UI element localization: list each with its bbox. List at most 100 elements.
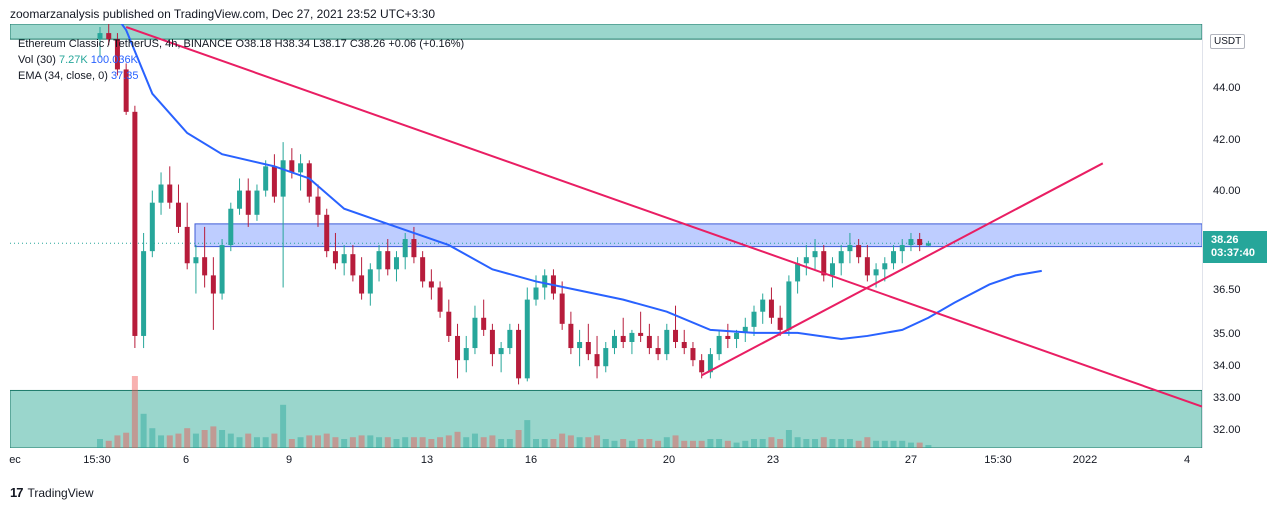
candle-body (716, 335, 722, 355)
candle-body (359, 275, 365, 294)
tradingview-logo-icon: 17 (10, 485, 24, 500)
volume-bar (105, 440, 112, 448)
price-tick: 35.00 (1213, 328, 1241, 340)
descending-trendline (125, 26, 1202, 408)
volume-bar (114, 435, 121, 448)
volume-bar (655, 440, 662, 448)
volume-bar (751, 439, 757, 448)
currency-badge[interactable]: USDT (1210, 34, 1246, 49)
candle-body (132, 111, 138, 336)
candle-body (812, 251, 818, 258)
candle-body (516, 329, 522, 379)
volume-bar (306, 435, 313, 448)
ohlc-values: O38.18 H38.34 L38.17 C38.26 +0.06 (+0.16… (235, 38, 465, 50)
time-tick: ec (9, 454, 21, 466)
candle-body (524, 299, 530, 379)
candle-body (193, 257, 199, 264)
candle-body (638, 332, 644, 336)
candle-body (559, 293, 565, 324)
volume-bar (288, 439, 295, 448)
candle-body (603, 348, 609, 367)
last-price-label: 38.26 03:37:40 (1203, 231, 1267, 263)
symbol-title[interactable]: Ethereum Classic / TetherUS, 4h, BINANCE (18, 38, 233, 50)
volume-bar (820, 437, 827, 448)
candle-body (777, 317, 783, 330)
candle-body (681, 342, 687, 349)
candle-body (298, 163, 304, 173)
price-tick: 33.00 (1213, 392, 1241, 404)
volume-bar (393, 439, 400, 448)
volume-bar (602, 439, 609, 448)
ema-line (120, 24, 1042, 340)
candle-body (463, 348, 469, 361)
candle-body (437, 287, 443, 312)
candle-body (891, 251, 897, 264)
candle-body (376, 251, 382, 270)
volume-bar (297, 437, 304, 448)
candle-body (472, 317, 478, 349)
time-tick: 23 (766, 454, 780, 466)
volume-bar (777, 439, 784, 448)
volume-bar (716, 439, 723, 448)
volume-bar (864, 437, 871, 448)
volume-bar (594, 435, 601, 448)
candle-body (725, 335, 731, 339)
candle-body (97, 33, 103, 40)
footer-brand[interactable]: 17 TradingView (10, 485, 94, 500)
volume-bar (890, 440, 897, 448)
candle-body (917, 239, 923, 246)
candle-body (768, 299, 774, 318)
time-tick: 15:30 (83, 454, 111, 466)
candle-body (428, 281, 434, 288)
candle-body (673, 329, 679, 342)
volume-bar (332, 437, 339, 448)
candle-body (202, 257, 208, 276)
candle-body (699, 360, 705, 373)
candle-body (219, 245, 225, 294)
volume-bar (349, 437, 356, 448)
volume-bar (567, 435, 574, 448)
volume-bar (480, 437, 487, 448)
candle-body (455, 335, 461, 361)
candle-body (577, 342, 583, 349)
volume-bar (899, 440, 906, 448)
ema-label[interactable]: EMA (34, close, 0) (18, 70, 108, 82)
candle-body (585, 342, 591, 355)
candle-body (245, 190, 251, 215)
publish-line: zoomarzanalysis published on TradingView… (10, 7, 436, 21)
candle-body (141, 251, 147, 336)
volume-bar (454, 431, 461, 448)
candle-body (228, 208, 234, 246)
volume-bar (262, 437, 269, 448)
candle-body (385, 251, 391, 270)
candle-body (542, 275, 548, 288)
price-axis[interactable]: 4 44.00 42.00 40.00 36.50 35.00 34.00 33… (1202, 24, 1280, 448)
candle-body (420, 257, 426, 282)
candle-body (158, 184, 164, 203)
volume-bar (611, 440, 618, 448)
chart-canvas[interactable] (10, 24, 1202, 448)
candle-body (751, 311, 757, 327)
candle-body (184, 226, 190, 264)
volume-bar (646, 439, 653, 448)
volume-bar (140, 413, 147, 448)
candle-body (289, 160, 295, 173)
time-axis[interactable]: ec 15:30 6 9 13 16 20 23 27 15:30 2022 4 (9, 448, 1202, 472)
candle-body (402, 239, 408, 258)
candle-body (690, 348, 696, 361)
candle-body (594, 354, 600, 367)
volume-bar (576, 437, 583, 448)
volume-bar (315, 435, 321, 448)
price-tick: 40.00 (1213, 185, 1241, 197)
candle-body (175, 202, 181, 227)
time-tick: 20 (662, 454, 676, 466)
volume-bar (620, 439, 627, 448)
volume-bar (376, 437, 383, 448)
support-zone (10, 389, 1202, 448)
volume-label[interactable]: Vol (30) (18, 54, 56, 66)
volume-bar (733, 442, 740, 448)
candle-body (925, 243, 931, 246)
time-tick: 13 (420, 454, 434, 466)
volume-bar (533, 439, 539, 448)
volume-bar (384, 437, 391, 448)
